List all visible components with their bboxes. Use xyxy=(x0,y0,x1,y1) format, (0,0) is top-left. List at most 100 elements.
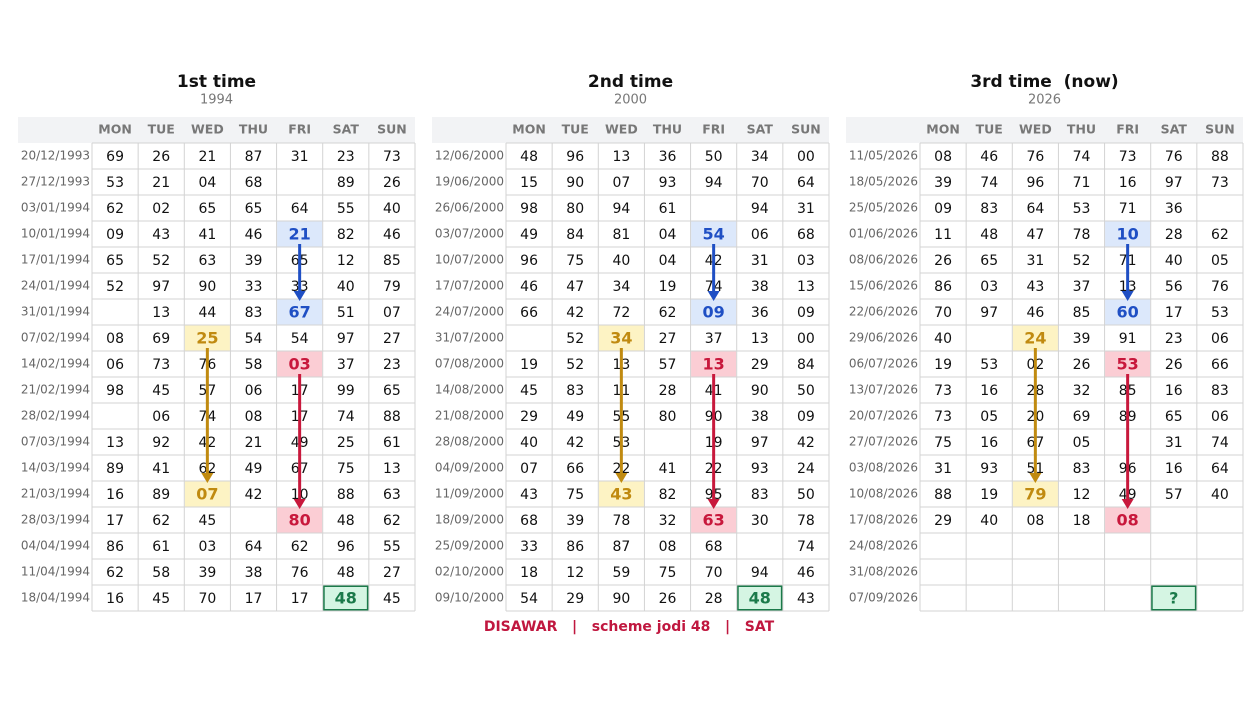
cell-value: 69 xyxy=(152,331,170,347)
cell-value: 26 xyxy=(659,591,677,607)
cell-value: 29 xyxy=(520,409,538,425)
row-date: 11/09/2000 xyxy=(435,487,504,501)
day-header: SUN xyxy=(1205,122,1235,137)
cell-value: 83 xyxy=(1211,383,1229,399)
cell-value: 90 xyxy=(751,383,769,399)
cell-value: 33 xyxy=(520,539,538,555)
cell-highlight xyxy=(1150,585,1197,611)
cell-value: 38 xyxy=(245,565,263,581)
cell-value: 00 xyxy=(797,149,815,165)
cell-value: 52 xyxy=(152,253,170,269)
cell-value: 42 xyxy=(566,435,584,451)
cell-value: 09 xyxy=(797,305,815,321)
cell-value: 76 xyxy=(1165,149,1183,165)
cell-value: 48 xyxy=(337,513,355,529)
cell-value: 58 xyxy=(152,565,170,581)
cell-value: 80 xyxy=(289,511,311,530)
day-header: THU xyxy=(653,122,682,137)
arrow-head xyxy=(1121,499,1134,509)
cell-value: 83 xyxy=(751,487,769,503)
cell-value: 62 xyxy=(383,513,401,529)
row-date: 25/05/2026 xyxy=(849,201,918,215)
cell-value: 75 xyxy=(337,461,355,477)
cell-value: 88 xyxy=(934,487,952,503)
day-header: MON xyxy=(98,122,132,137)
row-date: 27/12/1993 xyxy=(21,175,90,189)
cell-value: 42 xyxy=(797,435,815,451)
row-date: 19/06/2000 xyxy=(435,175,504,189)
cell-value: 51 xyxy=(337,305,355,321)
cell-value: 05 xyxy=(1211,253,1229,269)
cell-highlight xyxy=(1105,299,1151,325)
cell-value: 26 xyxy=(934,253,952,269)
cell-value: 37 xyxy=(1073,279,1091,295)
cell-value: 73 xyxy=(383,149,401,165)
cell-value: 68 xyxy=(520,513,538,529)
arrow-head xyxy=(1029,473,1042,483)
cell-value: 66 xyxy=(520,305,538,321)
cell-value: 04 xyxy=(198,175,216,191)
cell-value: 04 xyxy=(659,253,677,269)
cell-value: 70 xyxy=(198,591,216,607)
row-date: 18/04/1994 xyxy=(21,591,90,605)
cell-value: 39 xyxy=(245,253,263,269)
cell-value: 12 xyxy=(566,565,584,581)
row-date: 10/08/2026 xyxy=(849,487,918,501)
cell-value: 31 xyxy=(1165,435,1183,451)
cell-value: 54 xyxy=(520,591,538,607)
row-date: 08/06/2026 xyxy=(849,253,918,267)
cell-value: 08 xyxy=(659,539,677,555)
row-date: 31/07/2000 xyxy=(435,331,504,345)
cell-value: 15 xyxy=(520,175,538,191)
cell-value: 78 xyxy=(1073,227,1091,243)
cell-value: 66 xyxy=(566,461,584,477)
cell-value: 64 xyxy=(1026,201,1044,217)
cell-value: 61 xyxy=(383,435,401,451)
cell-value: 53 xyxy=(1117,355,1139,374)
cell-value: 83 xyxy=(1073,461,1091,477)
cell-value: 34 xyxy=(612,279,630,295)
cell-value: 39 xyxy=(1073,331,1091,347)
cell-value: 98 xyxy=(520,201,538,217)
cell-value: 88 xyxy=(1211,149,1229,165)
cell-value: 40 xyxy=(1211,487,1229,503)
cell-value: 54 xyxy=(291,331,309,347)
cell-value: 50 xyxy=(797,487,815,503)
cell-value: 13 xyxy=(152,305,170,321)
cell-value: 63 xyxy=(383,487,401,503)
cell-value: 37 xyxy=(705,331,723,347)
cell-value: 89 xyxy=(106,461,124,477)
row-date: 20/12/1993 xyxy=(21,149,90,163)
row-date: 24/07/2000 xyxy=(435,305,504,319)
day-header: TUE xyxy=(562,122,589,137)
day-header: WED xyxy=(605,122,638,137)
cell-value: 82 xyxy=(659,487,677,503)
cell-value: 52 xyxy=(566,331,584,347)
cell-value: 96 xyxy=(566,149,584,165)
cell-value: 64 xyxy=(291,201,309,217)
cell-value: 48 xyxy=(980,227,998,243)
cell-value: 16 xyxy=(1119,175,1137,191)
cell-value: 40 xyxy=(1165,253,1183,269)
cell-highlight xyxy=(1105,351,1151,377)
cell-value: 78 xyxy=(612,513,630,529)
cell-value: 16 xyxy=(106,487,124,503)
cell-highlight xyxy=(322,585,369,611)
cell-value: 09 xyxy=(934,201,952,217)
cell-value: 72 xyxy=(612,305,630,321)
cell-value: 21 xyxy=(152,175,170,191)
cell-value: 30 xyxy=(751,513,769,529)
cell-value: 16 xyxy=(1165,461,1183,477)
cell-value: 96 xyxy=(1026,175,1044,191)
row-date: 17/01/1994 xyxy=(21,253,90,267)
cell-value: 73 xyxy=(934,383,952,399)
row-date: 28/08/2000 xyxy=(435,435,504,449)
cell-value: 63 xyxy=(703,511,725,530)
cell-value: 16 xyxy=(106,591,124,607)
cell-value: ? xyxy=(1169,589,1178,608)
cell-value: 53 xyxy=(1211,305,1229,321)
cell-value: 16 xyxy=(980,435,998,451)
cell-value: 09 xyxy=(106,227,124,243)
row-date: 21/02/1994 xyxy=(21,383,90,397)
cell-value: 62 xyxy=(106,201,124,217)
